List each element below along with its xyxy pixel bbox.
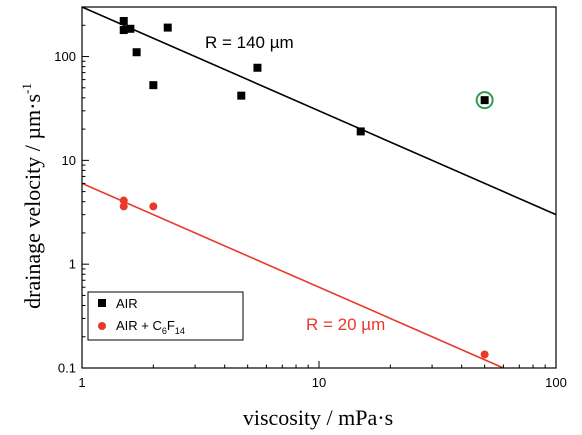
x-axis-ticks: 1 10 100 — [78, 361, 567, 390]
y-tick-label: 100 — [54, 49, 76, 64]
fit-line-air — [81, 6, 557, 216]
data-point-air-c6f14 — [149, 202, 158, 211]
data-point-air — [237, 91, 246, 100]
legend-label-sub-6: 6 — [162, 326, 167, 336]
data-point-air — [132, 48, 141, 57]
data-point-air — [480, 96, 489, 105]
data-point-air — [119, 16, 128, 25]
legend-label-main: AIR + C — [116, 318, 162, 333]
x-tick-label: 100 — [545, 375, 567, 390]
legend-label-air: AIR — [116, 296, 138, 311]
y-tick-label: 10 — [62, 153, 76, 168]
data-point-air — [163, 23, 172, 32]
data-point-air — [126, 24, 135, 33]
data-point-air — [119, 26, 128, 35]
data-point-air — [356, 127, 365, 136]
legend-marker-air — [98, 299, 106, 307]
data-point-air-c6f14 — [480, 350, 489, 359]
x-tick-label: 1 — [78, 375, 85, 390]
y-axis-title-sup: -1 — [19, 83, 34, 94]
y-axis-ticks: 0.1 1 10 100 — [54, 6, 89, 376]
data-point-air-c6f14 — [119, 196, 128, 205]
y-tick-label: 1 — [69, 257, 76, 272]
y-axis-title-main: drainage velocity / µm·s — [20, 94, 45, 309]
legend-label-f: F — [167, 318, 175, 333]
series-air-c6f14-points — [119, 196, 489, 359]
fit-label-air-c6f14: R = 20 µm — [306, 315, 385, 334]
fit-line-air-c6f14 — [81, 182, 504, 369]
x-tick-label: 10 — [312, 375, 326, 390]
y-tick-label: 0.1 — [58, 361, 76, 376]
legend-label-sub-14: 14 — [175, 326, 185, 336]
highlight-ring — [475, 91, 494, 110]
data-point-air — [149, 81, 158, 90]
data-point-air — [253, 63, 262, 72]
fit-label-air: R = 140 µm — [205, 33, 294, 52]
legend: AIR AIR + C6F14 — [87, 291, 244, 341]
series-air-points — [119, 16, 489, 136]
legend-label-air-c6f14: AIR + C6F14 — [116, 318, 185, 336]
y-axis-title: drainage velocity / µm·s-1 — [19, 83, 45, 309]
legend-box — [87, 291, 244, 341]
x-axis-title: viscosity / mPa·s — [243, 405, 393, 430]
legend-marker-air-c6f14 — [98, 322, 106, 330]
data-point-air-c6f14 — [119, 202, 128, 211]
